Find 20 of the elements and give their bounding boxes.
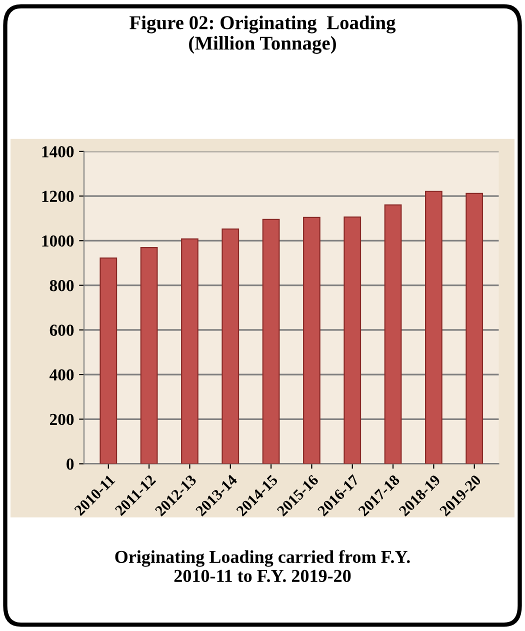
bar [181,238,198,464]
bar [384,204,402,464]
y-tick-label: 800 [50,280,74,292]
bar [140,247,158,464]
bar [466,192,484,464]
bar [262,218,280,464]
y-tick-label: 0 [66,458,74,470]
y-tick-label: 1000 [42,235,74,247]
chart-title: Figure 02: Originating Loading (Million Tonnage) [130,16,396,54]
bar [303,216,320,464]
bar [425,190,442,464]
bar [100,258,118,464]
bar [344,216,362,464]
y-tick-label: 1400 [42,146,74,158]
y-tick-label: 1200 [42,190,74,202]
y-tick-label: 400 [50,369,74,380]
y-tick-label: 200 [50,414,74,426]
bar [222,228,240,464]
text: Originating Loading carried from F.Y. 2010-11 to F.Y. 2019-20 [115,550,410,582]
y-tick-label: 600 [50,324,74,336]
